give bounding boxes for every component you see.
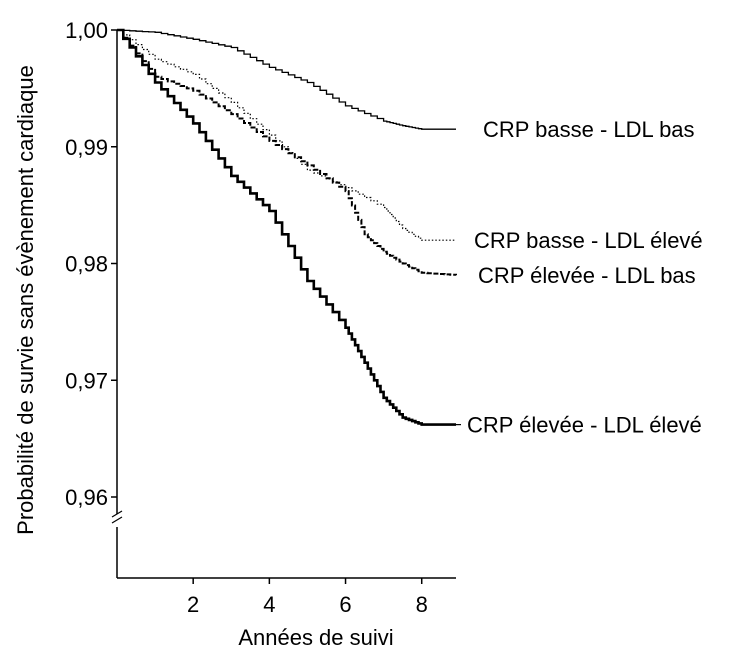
- x-tick-label: 8: [416, 592, 428, 617]
- x-tick-label: 6: [339, 592, 351, 617]
- y-tick-label: 0,97: [65, 368, 108, 393]
- series-label: CRP élevée - LDL élevé: [467, 413, 702, 438]
- x-tick-label: 2: [187, 592, 199, 617]
- series-line: [117, 29, 456, 241]
- series-label: CRP basse - LDL bas: [483, 117, 695, 142]
- series-line: [117, 29, 456, 130]
- series-layer: [117, 28, 457, 426]
- axis-break-mark: [111, 516, 123, 524]
- y-tick-label: 0,98: [65, 252, 108, 277]
- series-label: CRP élevée - LDL bas: [478, 263, 696, 288]
- series-label: CRP basse - LDL élevé: [474, 228, 703, 253]
- axis-break-mark: [111, 510, 123, 518]
- axes: 1,00 0,99 0,98 0,97 0,96 2 4 6 8: [65, 18, 456, 617]
- y-tick-label: 0,99: [65, 135, 108, 160]
- y-tick-label: 1,00: [65, 18, 108, 43]
- series-labels: CRP basse - LDL bas CRP basse - LDL élevé…: [456, 117, 703, 438]
- x-axis-title: Années de suivi: [238, 625, 393, 650]
- y-tick-label: 0,96: [65, 485, 108, 510]
- series-line: [117, 29, 457, 276]
- y-axis-title: Probabilité de survie sans évènement car…: [13, 65, 38, 535]
- x-tick-label: 4: [263, 592, 275, 617]
- series-line: [117, 28, 456, 426]
